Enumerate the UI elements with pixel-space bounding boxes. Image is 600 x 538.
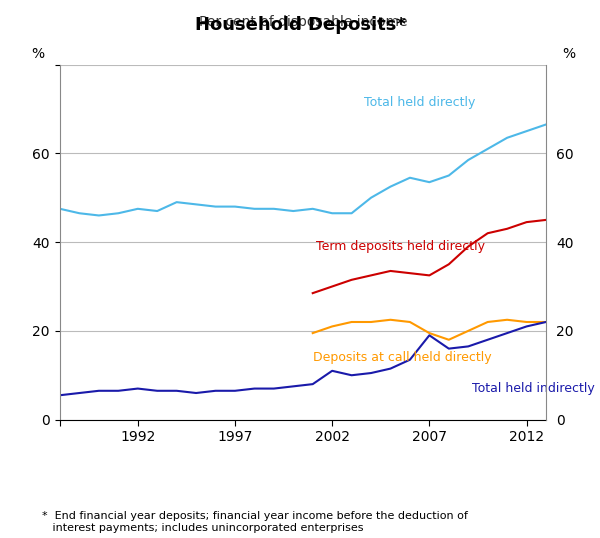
Text: %: % xyxy=(562,47,575,61)
Text: Deposits at call held directly: Deposits at call held directly xyxy=(313,351,491,364)
Text: Total held indirectly: Total held indirectly xyxy=(472,382,595,395)
Text: Household Deposits*: Household Deposits* xyxy=(194,16,406,34)
Text: *  End financial year deposits; financial year income before the deduction of
  : * End financial year deposits; financial… xyxy=(42,511,468,533)
Text: Total held directly: Total held directly xyxy=(364,96,475,109)
Text: %: % xyxy=(31,47,44,61)
Text: Term deposits held directly: Term deposits held directly xyxy=(316,240,485,253)
Title: Per cent of disposable income: Per cent of disposable income xyxy=(199,15,407,29)
